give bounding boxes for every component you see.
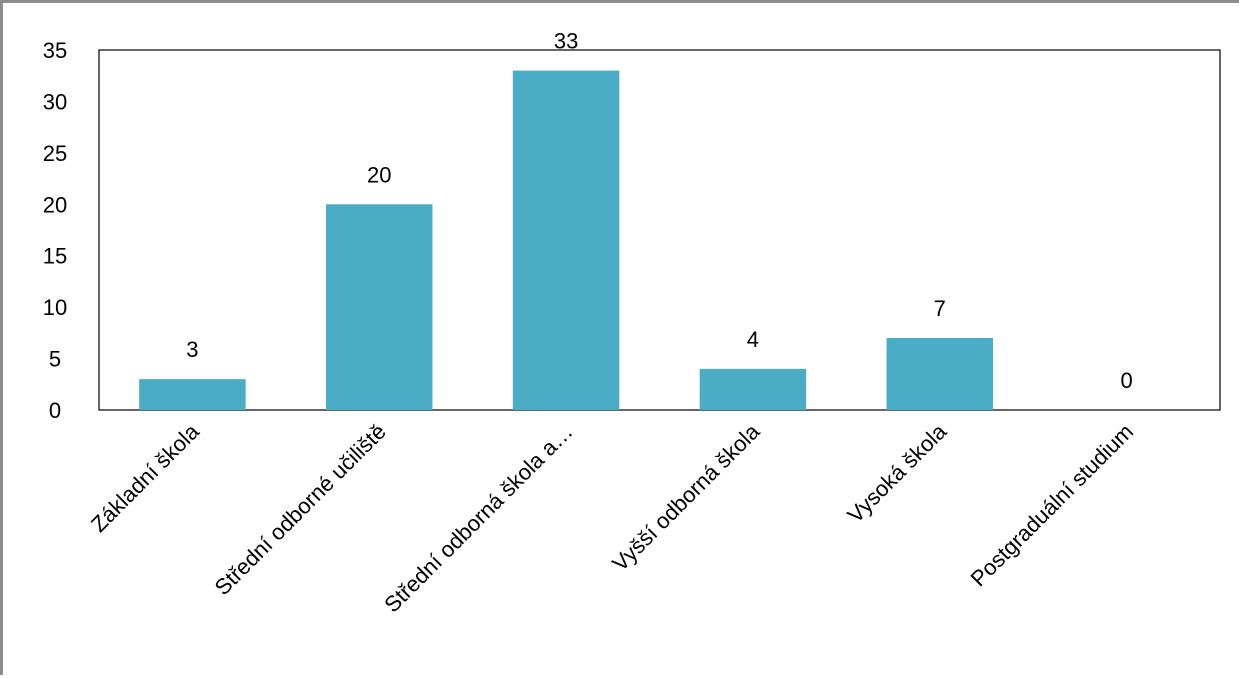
- plot-area: [98, 49, 1221, 411]
- y-tick-label: 35: [43, 38, 67, 63]
- y-tick-label: 15: [43, 244, 67, 269]
- bar: [886, 338, 993, 410]
- y-tick-label: 30: [43, 89, 67, 114]
- y-tick-label: 5: [49, 347, 61, 372]
- data-label: 7: [934, 296, 946, 321]
- data-label: 20: [367, 162, 391, 187]
- x-category-label: Postgraduální studium: [966, 419, 1138, 591]
- data-label: 4: [747, 327, 759, 352]
- data-label: 33: [554, 29, 578, 54]
- y-tick-label: 10: [43, 295, 67, 320]
- y-tick-label: 20: [43, 192, 67, 217]
- bars: [139, 70, 993, 411]
- x-category-label: Základní škola: [86, 418, 205, 537]
- data-label: 0: [1120, 368, 1132, 393]
- bar: [699, 368, 807, 410]
- bar: [512, 70, 620, 411]
- y-tick-label: 25: [43, 141, 67, 166]
- data-labels: 3 20 33 4 7 0: [186, 29, 1132, 393]
- bar: [326, 204, 433, 410]
- bar: [139, 379, 246, 410]
- x-axis-categories: Základní škola Střední odborné učilištěSt…: [86, 418, 1138, 617]
- x-category-label: Vysoká škola: [843, 418, 952, 527]
- plot-area-border: [98, 49, 1221, 411]
- x-category-label: Střední odborné učiliště: [210, 419, 391, 600]
- y-tick-label: 0: [49, 398, 61, 423]
- y-axis-ticks: 0 5 10 15 20 25 30 35: [43, 38, 67, 423]
- x-category-label: Vyšší odborná škola: [607, 418, 765, 576]
- data-label: 3: [186, 337, 198, 362]
- x-category-label: Střední odborná škola a…: [379, 419, 577, 617]
